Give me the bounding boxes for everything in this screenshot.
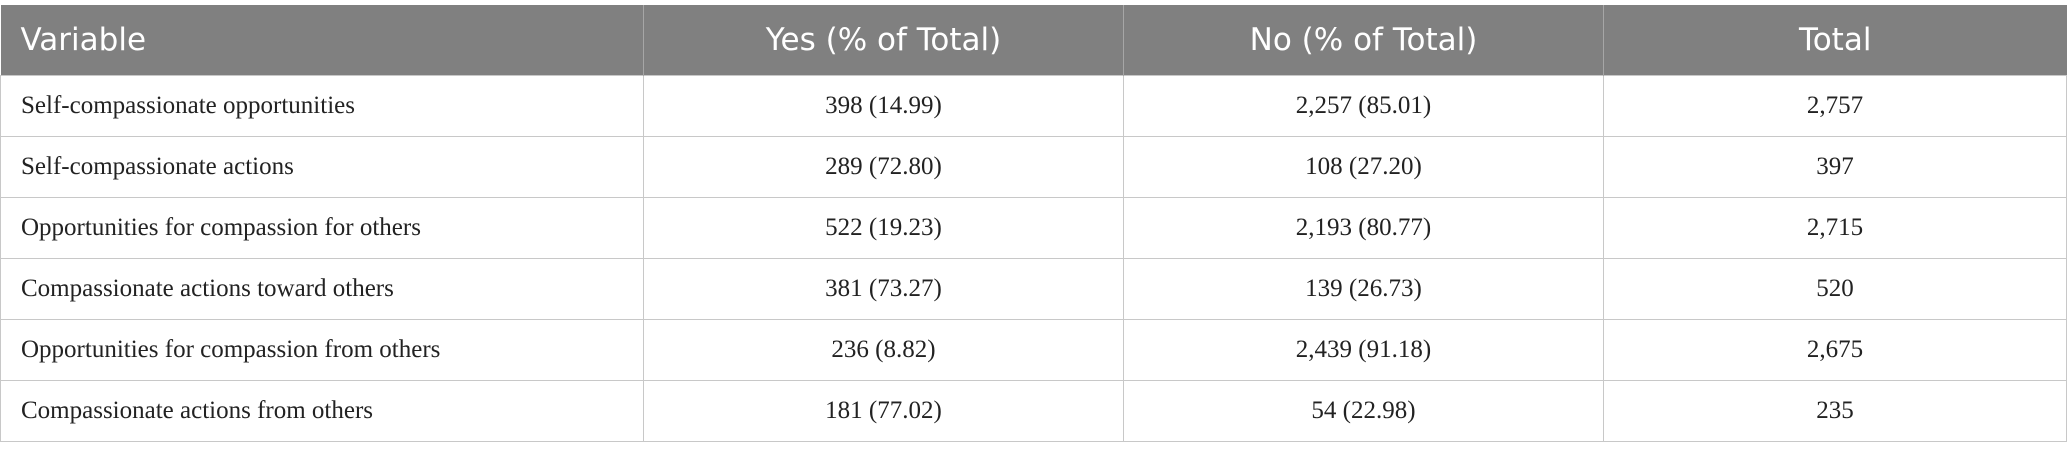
header-cell: Total xyxy=(1603,5,2067,76)
row-label: Opportunities for compassion from others xyxy=(0,319,644,381)
header-cell: Yes (% of Total) xyxy=(643,5,1124,76)
row-label: Compassionate actions from others xyxy=(0,380,644,442)
table-cell: 2,757 xyxy=(1603,75,2067,137)
table-row: Compassionate actions from others 181 (77… xyxy=(0,380,2067,442)
data-table: Variable Yes (% of Total) No (% of Total) T… xyxy=(0,5,2067,442)
row-label: Self-compassionate actions xyxy=(0,136,644,198)
row-label: Opportunities for compassion for others xyxy=(0,197,644,259)
table-cell: 2,257 (85.01) xyxy=(1123,75,1604,137)
table-cell: 520 xyxy=(1603,258,2067,320)
table-cell: 2,193 (80.77) xyxy=(1123,197,1604,259)
table-cell: 2,439 (91.18) xyxy=(1123,319,1604,381)
table-row: Compassionate actions toward others 381 (… xyxy=(0,258,2067,320)
table-cell: 108 (27.20) xyxy=(1123,136,1604,198)
table-row: Opportunities for compassion for others 5… xyxy=(0,197,2067,259)
table-cell: 54 (22.98) xyxy=(1123,380,1604,442)
table-row: Self-compassionate actions 289 (72.80) 108… xyxy=(0,136,2067,198)
row-label: Self-compassionate opportunities xyxy=(0,75,644,137)
table-cell: 181 (77.02) xyxy=(643,380,1124,442)
table-cell: 235 xyxy=(1603,380,2067,442)
table-cell: 236 (8.82) xyxy=(643,319,1124,381)
table-wrapper: Variable Yes (% of Total) No (% of Total) T… xyxy=(0,5,2067,442)
table-cell: 398 (14.99) xyxy=(643,75,1124,137)
table-row: Self-compassionate opportunities 398 (14.… xyxy=(0,75,2067,137)
table-body: Self-compassionate opportunities 398 (14.… xyxy=(0,75,2067,442)
row-label: Compassionate actions toward others xyxy=(0,258,644,320)
table-cell: 2,675 xyxy=(1603,319,2067,381)
table-cell: 522 (19.23) xyxy=(643,197,1124,259)
header-cell: No (% of Total) xyxy=(1123,5,1604,76)
table-cell: 381 (73.27) xyxy=(643,258,1124,320)
header-cell: Variable xyxy=(0,5,644,76)
table-cell: 397 xyxy=(1603,136,2067,198)
header-row: Variable Yes (% of Total) No (% of Total) T… xyxy=(0,5,2067,76)
table-cell: 139 (26.73) xyxy=(1123,258,1604,320)
table-row: Opportunities for compassion from others… xyxy=(0,319,2067,381)
table-cell: 2,715 xyxy=(1603,197,2067,259)
table-cell: 289 (72.80) xyxy=(643,136,1124,198)
